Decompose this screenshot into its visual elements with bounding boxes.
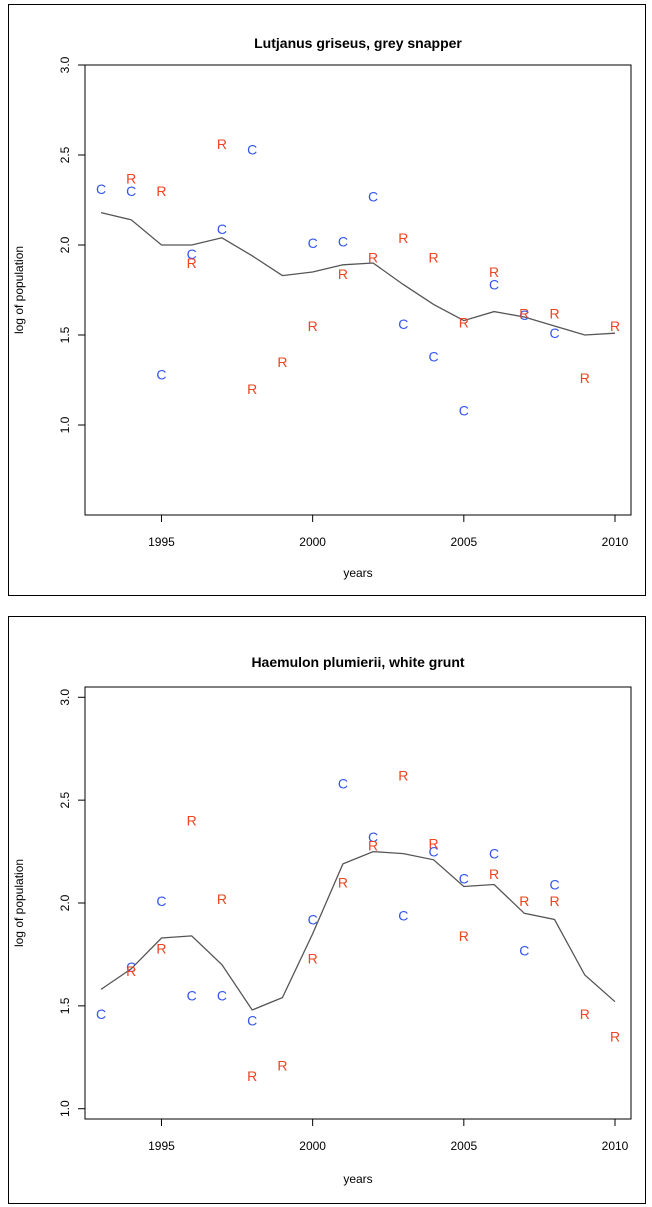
point-r: R [429, 835, 439, 851]
point-r: R [187, 813, 197, 829]
point-r: R [308, 318, 318, 334]
point-r: R [398, 767, 408, 783]
point-r: R [398, 230, 408, 246]
y-tick-label: 3.0 [58, 56, 72, 73]
point-r: R [247, 1068, 257, 1084]
point-r: R [277, 354, 287, 370]
point-r: R [156, 940, 166, 956]
point-r: R [519, 893, 529, 909]
y-tick-label: 2.5 [58, 146, 72, 163]
y-tick-label: 1.0 [58, 1100, 72, 1117]
y-tick-label: 2.0 [58, 236, 72, 253]
point-c: C [429, 844, 439, 860]
point-c: C [338, 233, 348, 249]
x-tick-label: 2000 [299, 1139, 326, 1153]
chart-panel-white-grunt: Haemulon plumierii, white grunt 1995 2000 2… [8, 616, 646, 1204]
point-r: R [459, 928, 469, 944]
x-tick-label: 2005 [450, 535, 477, 549]
point-r: R [459, 314, 469, 330]
point-r: R [368, 250, 378, 266]
point-r: R [580, 370, 590, 386]
point-c: C [126, 959, 136, 975]
point-r: R [217, 136, 227, 152]
point-c: C [519, 942, 529, 958]
point-r: R [247, 381, 257, 397]
x-axis-label: years [343, 1172, 372, 1186]
point-c: C [187, 988, 197, 1004]
point-c: C [156, 367, 166, 383]
y-tick-label: 1.5 [58, 997, 72, 1014]
plot-area-frame [84, 64, 632, 516]
point-c: C [489, 277, 499, 293]
point-c: C [519, 307, 529, 323]
point-c: C [459, 870, 469, 886]
chart-svg: Lutjanus griseus, grey snapper 1995 2000 20… [12, 35, 632, 580]
point-c: C [308, 235, 318, 251]
point-c: C [489, 846, 499, 862]
point-c: C [549, 876, 559, 892]
point-r: R [187, 255, 197, 271]
point-r: R [308, 951, 318, 967]
point-r: R [338, 266, 348, 282]
x-tick-label: 2010 [602, 1139, 629, 1153]
x-tick-label: 2010 [602, 535, 629, 549]
chart-panel-grey-snapper: Lutjanus griseus, grey snapper 1995 2000 20… [8, 4, 646, 596]
point-c: C [459, 403, 469, 419]
point-r: R [549, 893, 559, 909]
point-c: C [156, 893, 166, 909]
chart-svg: Haemulon plumierii, white grunt 1995 2000 2… [12, 654, 632, 1186]
y-axis-label: log of population [12, 246, 26, 334]
point-c: C [126, 183, 136, 199]
point-c: C [368, 829, 378, 845]
point-r: R [610, 318, 620, 334]
x-tick-label: 2005 [450, 1139, 477, 1153]
point-r: R [429, 250, 439, 266]
point-r: R [489, 264, 499, 280]
point-c: C [308, 911, 318, 927]
point-c: C [247, 142, 257, 158]
point-r: R [610, 1029, 620, 1045]
y-tick-label: 1.0 [58, 416, 72, 433]
point-r: R [338, 874, 348, 890]
point-r: R [519, 305, 529, 321]
point-c: C [549, 325, 559, 341]
point-r: R [217, 891, 227, 907]
chart-title: Haemulon plumierii, white grunt [251, 654, 464, 670]
point-c: C [429, 349, 439, 365]
point-c: C [338, 776, 348, 792]
point-c: C [217, 221, 227, 237]
point-r: R [156, 183, 166, 199]
trend-line [100, 850, 616, 1011]
y-tick-label: 2.0 [58, 894, 72, 911]
x-tick-label: 1995 [148, 535, 175, 549]
x-tick-label: 1995 [148, 1139, 175, 1153]
point-c: C [398, 907, 408, 923]
point-r: R [277, 1058, 287, 1074]
y-tick-label: 2.5 [58, 791, 72, 808]
point-r: R [580, 1006, 590, 1022]
point-c: C [187, 246, 197, 262]
point-c: C [247, 1012, 257, 1028]
y-tick-label: 3.0 [58, 689, 72, 706]
y-tick-label: 1.5 [58, 326, 72, 343]
point-r: R [489, 866, 499, 882]
trend-line [100, 211, 616, 336]
point-c: C [217, 988, 227, 1004]
x-axis-label: years [343, 566, 372, 580]
point-r: R [549, 305, 559, 321]
chart-title: Lutjanus griseus, grey snapper [254, 35, 462, 51]
point-r: R [126, 963, 136, 979]
point-c: C [96, 1006, 106, 1022]
y-axis-label: log of population [12, 859, 26, 947]
point-r: R [368, 837, 378, 853]
x-tick-label: 2000 [299, 535, 326, 549]
point-c: C [398, 316, 408, 332]
point-c: C [96, 181, 106, 197]
point-c: C [368, 188, 378, 204]
point-r: R [126, 170, 136, 186]
